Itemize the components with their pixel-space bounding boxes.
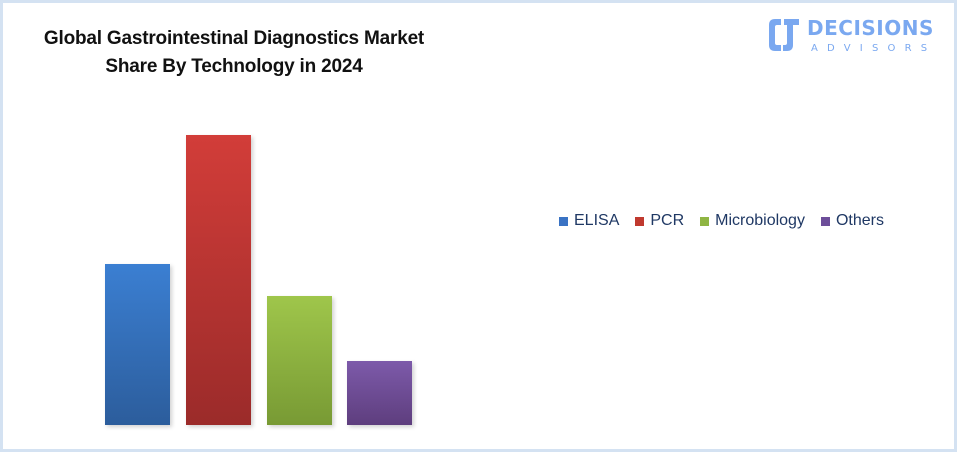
legend-label-elisa: ELISA [574, 212, 620, 229]
legend-item-others: Others [820, 212, 884, 230]
chart-title: Global Gastrointestinal Diagnostics Mark… [11, 25, 457, 81]
legend-swatch-pcr [635, 216, 645, 226]
legend-label-pcr: PCR [650, 212, 685, 229]
bar-plot-area [93, 123, 433, 425]
legend-item-microbiology: Microbiology [700, 212, 805, 230]
legend-swatch-elisa [559, 216, 568, 226]
legend-swatch-microbiology [700, 216, 710, 226]
company-logo: DECISIONS ADVISORS [767, 15, 947, 59]
bar-elisa [105, 264, 170, 425]
legend-label-microbiology: Microbiology [715, 212, 805, 229]
bar-others [347, 361, 412, 425]
logo-text-sub: ADVISORS [811, 43, 937, 54]
bar-pcr [186, 135, 251, 425]
logo-text-main: DECISIONS [807, 16, 934, 40]
legend-swatch-others [820, 216, 830, 226]
chart-title-line2: Share By Technology in 2024 [105, 56, 363, 77]
legend-item-elisa: ELISA [559, 212, 619, 230]
decisions-advisors-logo-icon [769, 19, 799, 51]
chart-legend: ELISA PCR Microbiology Others [559, 212, 900, 230]
chart-title-line1: Global Gastrointestinal Diagnostics Mark… [43, 28, 425, 49]
legend-item-pcr: PCR [635, 212, 684, 230]
bar-microbiology [267, 296, 332, 425]
legend-label-others: Others [835, 212, 884, 229]
